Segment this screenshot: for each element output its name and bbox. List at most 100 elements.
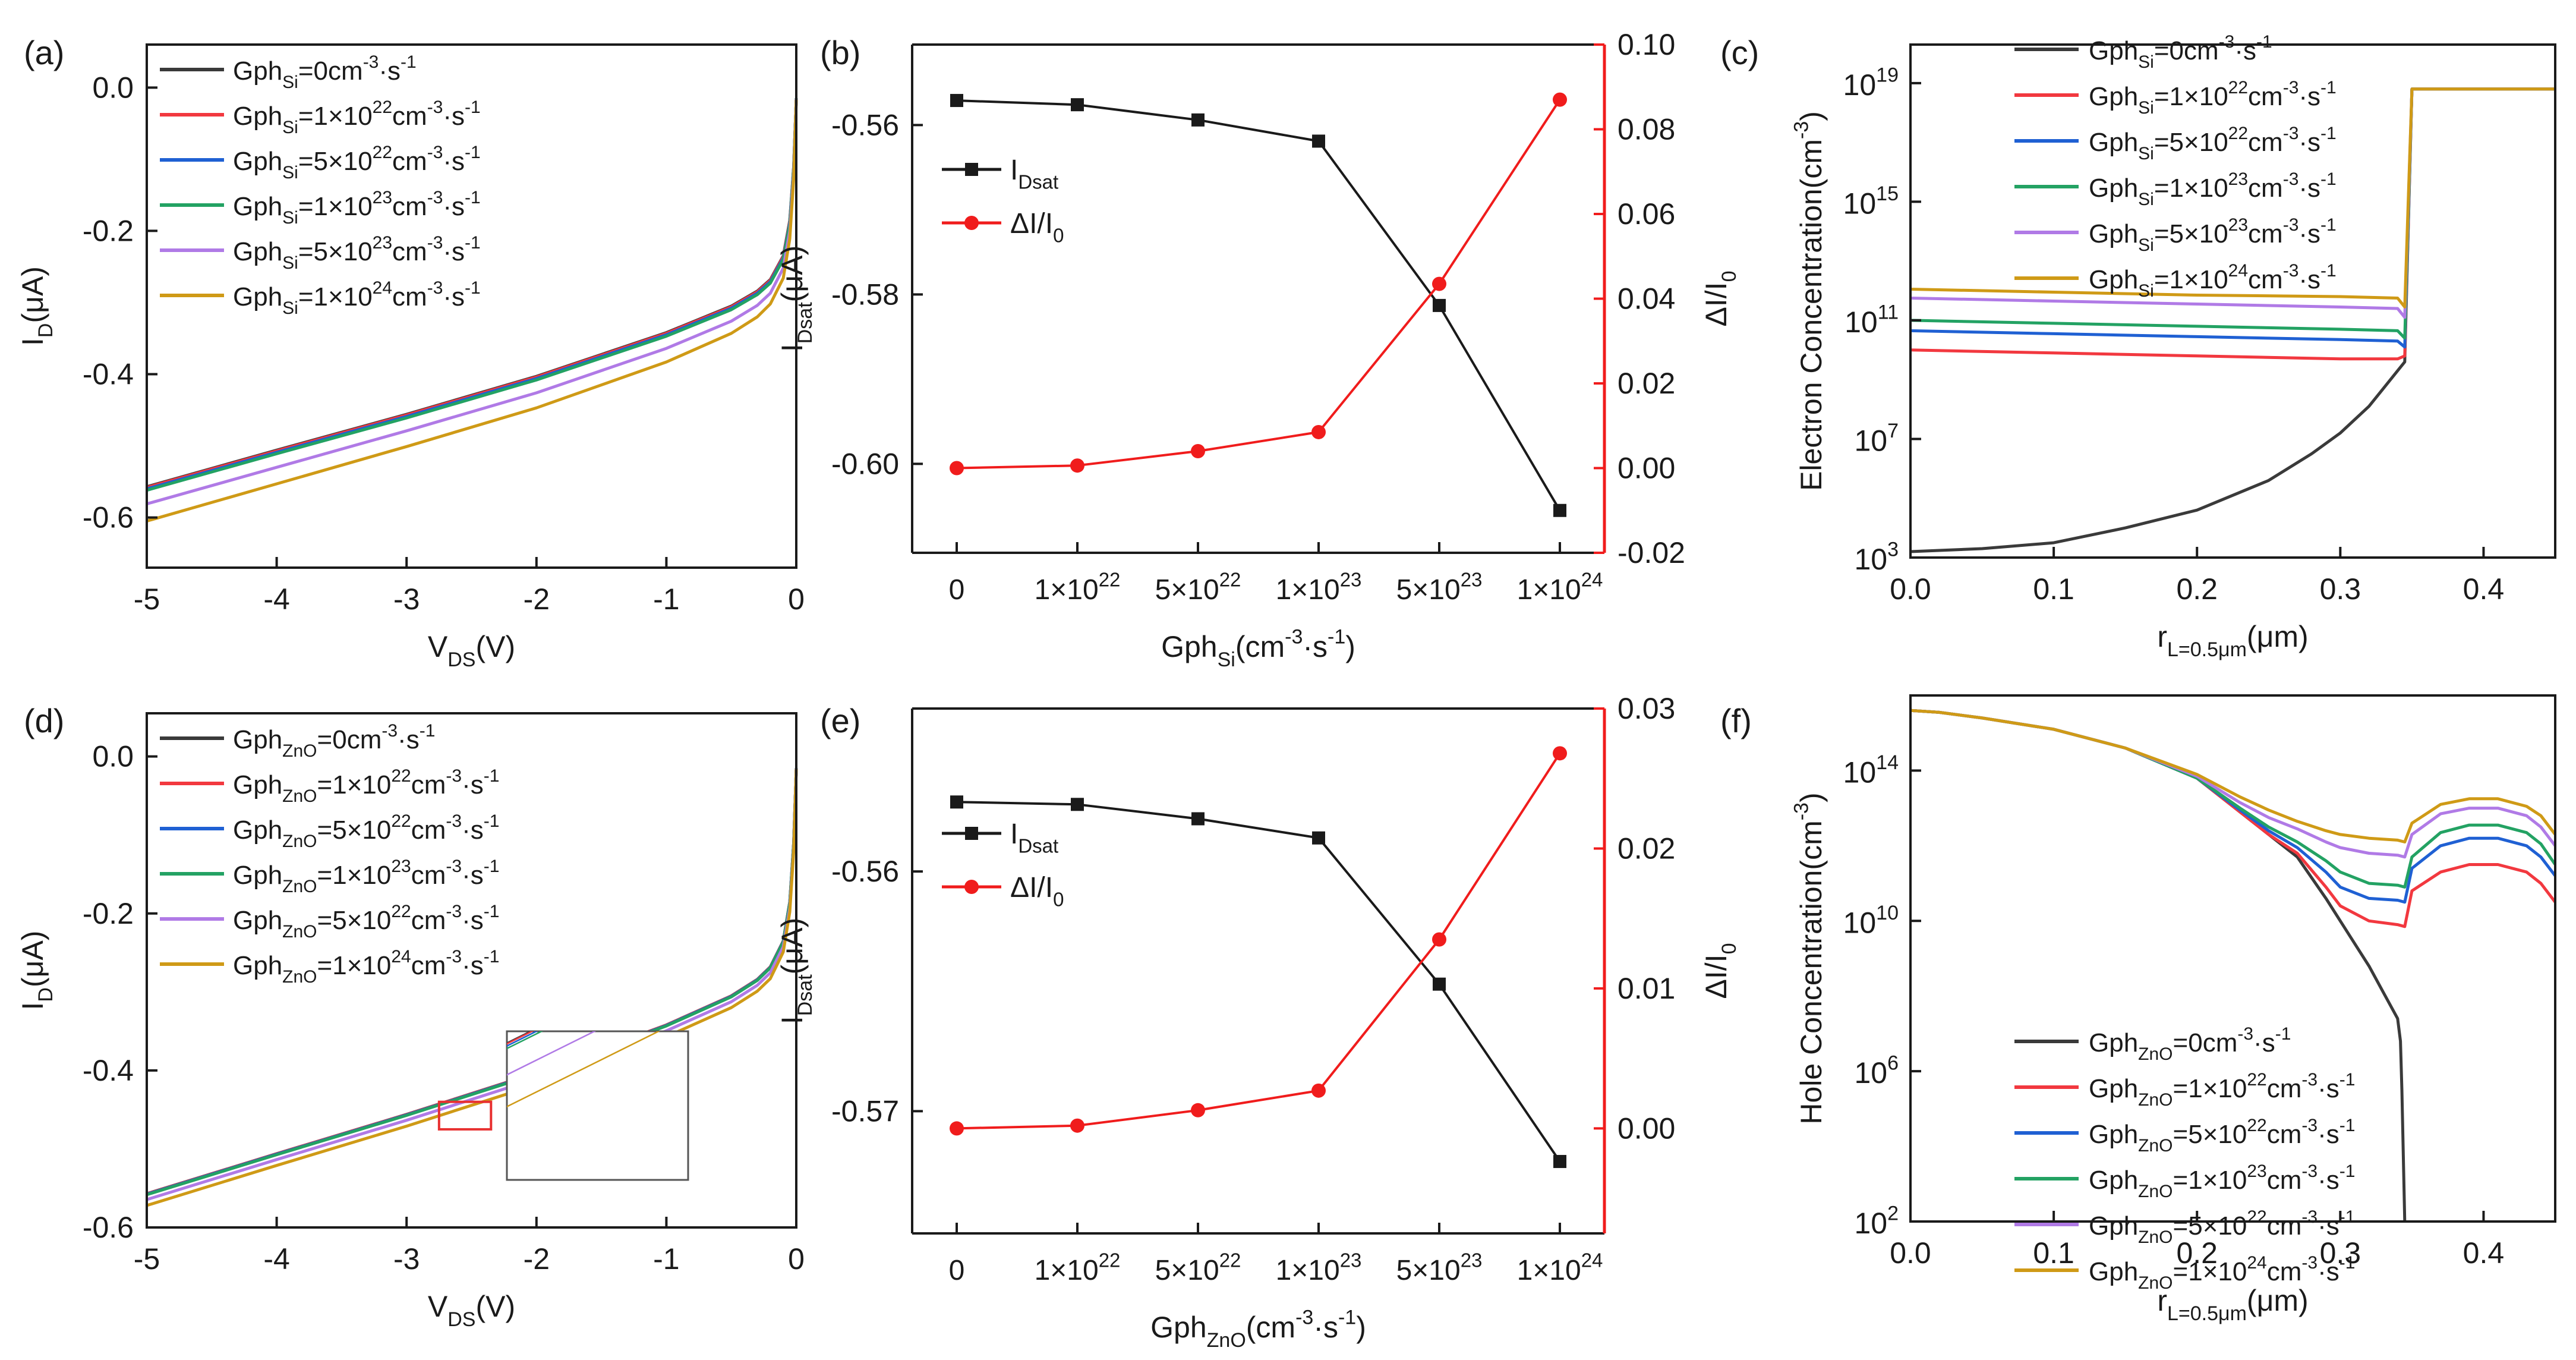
x-axis-label: VDS(V) [428,630,515,671]
x-tick-label: 1×1023 [1276,1249,1362,1286]
text-span: cm [392,192,427,221]
text-span: cm [2267,1166,2302,1195]
supscript: -3 [2283,215,2299,235]
supscript: -1 [2320,215,2337,235]
text-span: 1×10 [1035,574,1099,606]
supscript: 22 [2247,1116,2266,1135]
text-span: 10 [1843,906,1877,939]
subscript: D [34,987,57,1002]
y-tick-label: -0.56 [831,108,899,141]
text-span: =5×10 [2173,1120,2247,1149]
text-span: 10 [1843,68,1877,102]
data-point [1312,831,1325,845]
inset-line [507,1031,597,1076]
x-tick-label: -4 [263,583,289,616]
text-span: ·s [2298,128,2320,157]
text-span: Gph [233,147,282,176]
x-tick-label: 5×1023 [1396,568,1483,606]
supscript: 3 [1887,539,1899,561]
text-span: Gph [2089,1028,2138,1057]
text-span: ) [1795,111,1828,121]
y2-tick-label: 0.02 [1618,367,1675,400]
x-tick-label: 0.2 [2176,1236,2218,1270]
legend-entry: GphSi=1×1024cm-3·s-1 [233,278,481,318]
supscript: -3 [2283,169,2299,189]
text-span: ·s [2318,1257,2339,1286]
y-tick-label: -0.60 [831,447,899,480]
supscript: 22 [1099,568,1121,590]
text-span: 0 [949,1255,965,1286]
text-span: ·s [1303,630,1328,663]
supscript: 22 [391,766,411,786]
text-span: r [2157,1284,2167,1317]
x-tick-label: -4 [263,1242,289,1276]
legend-marker [965,163,978,176]
inset-line [507,1031,544,1050]
text-span: ·s [2234,36,2256,65]
data-point [1433,298,1446,312]
supscript: 19 [1876,64,1899,86]
data-point [950,461,964,476]
supscript: -1 [465,143,481,162]
text-span: =0cm [2154,36,2219,65]
subscript: DS [447,648,475,671]
text-span: =5×10 [2154,128,2228,157]
text-span: cm [411,906,446,935]
inset-line [507,1031,538,1047]
text-span: 5×10 [1155,574,1219,606]
text-span: (μA) [16,266,49,323]
text-span: (μA) [16,931,49,987]
supscript: -1 [2339,1207,2356,1227]
text-span: 0 [949,574,965,606]
legend-entry: GphSi=0cm-3·s-1 [2089,32,2272,72]
supscript: -3 [446,766,462,786]
subscript: Si [282,163,298,182]
supscript: 22 [2228,124,2248,143]
supscript: 22 [373,143,392,162]
subscript: ZnO [282,967,317,987]
supscript: -3 [363,52,379,72]
x-tick-label: 0.0 [1890,572,1931,606]
subscript: Si [2138,235,2154,255]
supscript: -3 [427,143,443,162]
data-point [1433,977,1446,991]
y-axis-label: Electron Concentration(cm-3) [1790,111,1828,491]
supscript: -3 [2301,1161,2318,1181]
supscript: 22 [2247,1207,2266,1227]
series-line [1910,709,2555,843]
x-axis-label: GphZnO(cm-3·s-1) [1150,1307,1366,1352]
supscript: -1 [2339,1070,2356,1090]
data-point [1553,1155,1566,1169]
legend-entry: GphZnO=1×1024cm-3·s-1 [233,947,499,987]
supscript: -3 [2301,1207,2318,1227]
subscript: Si [1218,648,1235,671]
subscript: ZnO [282,877,317,896]
legend-entry: GphSi=1×1024cm-3·s-1 [2089,261,2337,301]
data-point [1312,134,1325,148]
supscript: 23 [373,233,392,253]
inset-line [507,1031,532,1044]
text-span: ) [1795,792,1828,802]
text-span: =1×10 [298,282,373,311]
subscript: DS [447,1308,475,1331]
subscript: L=0.5μm [2167,1302,2247,1325]
supscript: 11 [1878,301,1899,323]
x-tick-label: 1×1023 [1276,568,1362,606]
subscript: ZnO [282,786,317,806]
supscript: 22 [1099,1249,1121,1271]
supscript: -3 [446,811,462,831]
text-span: cm [2248,128,2283,157]
text-span: (V) [475,1290,515,1323]
text-span: ·s [2318,1120,2339,1149]
legend-entry: GphZnO=5×1022cm-3·s-1 [2089,1116,2355,1156]
text-span: Gph [2089,1074,2138,1103]
supscript: -3 [1790,802,1813,820]
supscript: 24 [2247,1253,2266,1273]
y2-tick-label: 0.02 [1618,832,1675,865]
text-span: =5×10 [317,906,392,935]
x-tick-label: 5×1022 [1155,1249,1241,1286]
series-line [956,753,1561,1130]
text-span: Gph [233,725,282,754]
panel-label: (b) [820,34,860,71]
text-span: ·s [462,906,484,935]
